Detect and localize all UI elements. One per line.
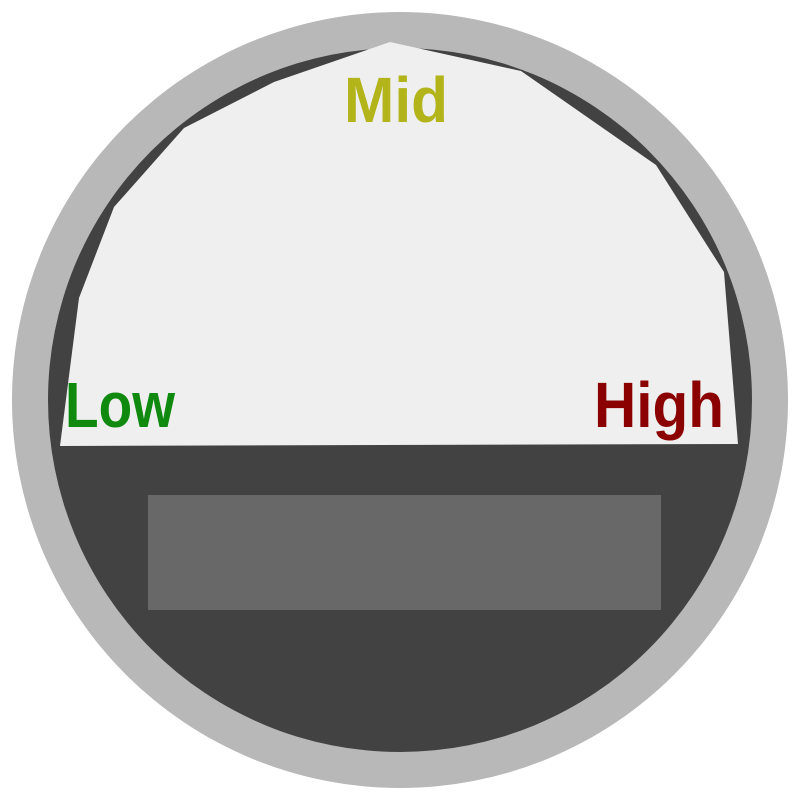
readout-display (148, 495, 661, 610)
gauge-dial-face (60, 42, 738, 446)
scale-label-high: High (594, 369, 724, 441)
scale-label-mid: Mid (344, 64, 448, 136)
scale-label-low: Low (65, 369, 175, 441)
